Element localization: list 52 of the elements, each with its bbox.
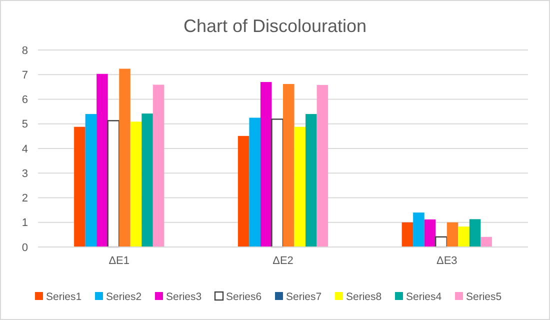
bar — [413, 212, 424, 247]
y-tick-label: 6 — [22, 94, 28, 106]
bar — [424, 219, 436, 247]
y-tick-label: 2 — [22, 192, 28, 205]
legend-entry: Series5 — [455, 291, 502, 303]
legend-entry: Series4 — [395, 291, 442, 303]
legend-label: Series8 — [346, 291, 382, 303]
bar — [130, 122, 142, 247]
y-tick-label: 3 — [22, 168, 28, 180]
bar — [238, 136, 250, 247]
y-tick-label: 7 — [22, 69, 28, 82]
legend-label: Series7 — [286, 291, 322, 303]
legend-label: Series2 — [106, 291, 142, 303]
bar — [283, 84, 294, 247]
y-tick-label: 4 — [22, 143, 28, 156]
bar — [402, 222, 414, 247]
bar — [107, 120, 120, 248]
y-tick-label: 1 — [22, 217, 28, 230]
bar — [294, 126, 306, 247]
bar — [480, 236, 492, 247]
y-tick-label: 8 — [22, 44, 28, 57]
chart-title: Chart of Discolouration — [183, 16, 367, 36]
legend-entry: Series8 — [335, 291, 382, 303]
legend-label: Series3 — [166, 291, 202, 303]
bar — [142, 114, 153, 247]
legend-label: Series6 — [226, 291, 262, 303]
legend-label: Series5 — [466, 291, 502, 303]
bar — [249, 118, 260, 247]
bar — [469, 219, 481, 247]
bar — [316, 84, 328, 247]
bar — [260, 82, 272, 247]
bar — [271, 118, 284, 248]
y-tick-label: 0 — [22, 242, 28, 254]
legend-entry: Series2 — [95, 291, 142, 303]
bar — [458, 226, 470, 247]
legend-label: Series1 — [46, 291, 82, 303]
bar — [119, 68, 130, 247]
legend-entry: Series3 — [155, 291, 202, 303]
bar — [306, 114, 317, 247]
y-tick-label: 5 — [22, 118, 28, 131]
bar — [446, 222, 458, 247]
bar — [96, 74, 108, 247]
legend-entry: Series7 — [275, 291, 322, 303]
x-tick-label: ΔE2 — [272, 255, 294, 267]
bar — [74, 126, 86, 247]
bar — [85, 114, 97, 247]
x-tick-label: ΔE1 — [108, 255, 130, 267]
x-tick-label: ΔE3 — [436, 255, 458, 267]
bar — [152, 84, 164, 247]
legend-entry: Series1 — [35, 291, 82, 303]
legend-entry: Series6 — [214, 291, 262, 303]
legend-label: Series4 — [406, 291, 442, 303]
